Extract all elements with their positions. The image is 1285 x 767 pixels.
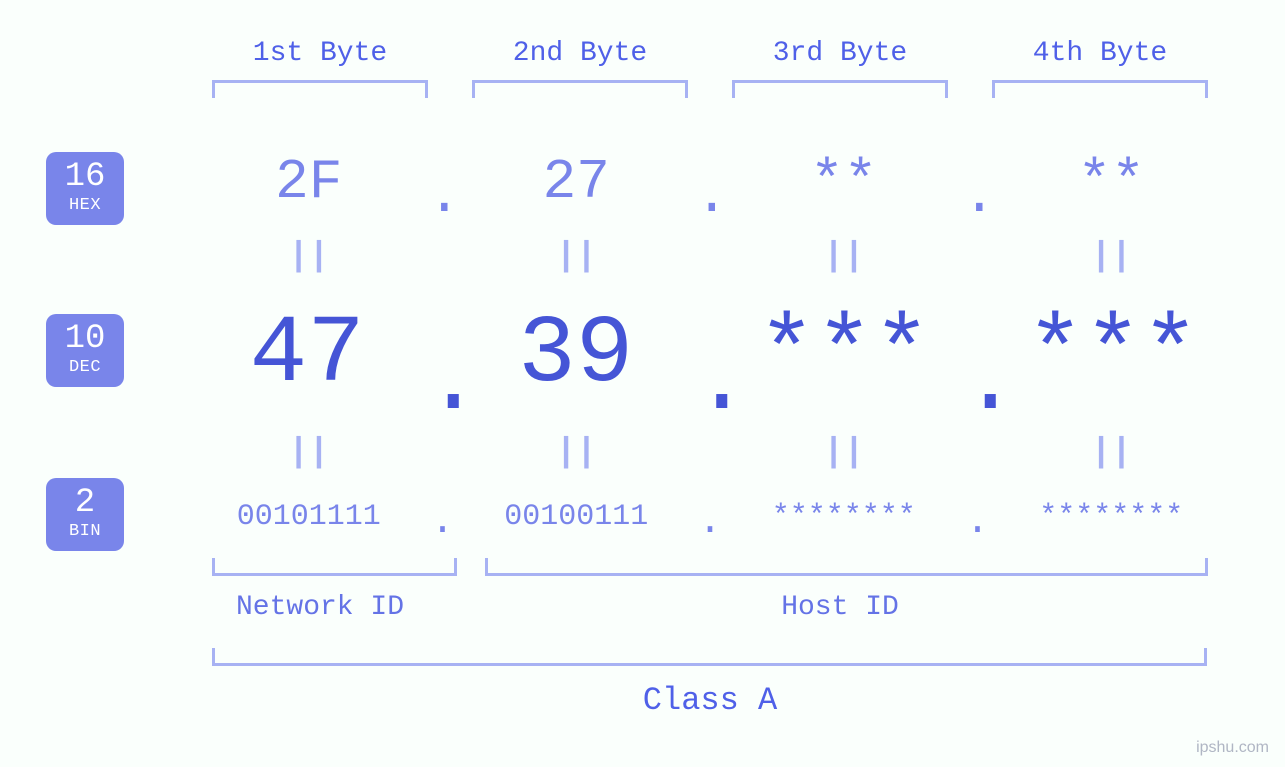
top-brackets xyxy=(190,80,1230,102)
base-badge-hex-name: HEX xyxy=(46,196,124,215)
dot-separator: . xyxy=(428,164,458,228)
hex-row: 2F . 27 . ** . ** xyxy=(190,150,1230,214)
equals-icon: || xyxy=(993,434,1231,472)
top-bracket-3 xyxy=(732,80,948,98)
dec-byte-1: 47 xyxy=(190,300,425,409)
base-badge-dec-name: DEC xyxy=(46,358,124,377)
base-badge-dec: 10 DEC xyxy=(46,314,124,387)
network-id-bracket xyxy=(212,558,457,576)
class-bracket xyxy=(212,648,1207,666)
byte-header-3: 3rd Byte xyxy=(710,38,970,69)
equals-icon: || xyxy=(190,238,428,276)
top-bracket-4 xyxy=(992,80,1208,98)
base-badge-bin-name: BIN xyxy=(46,522,124,541)
dot-separator: . xyxy=(963,500,993,545)
equals-icon: || xyxy=(725,434,963,472)
base-badge-hex: 16 HEX xyxy=(46,152,124,225)
byte-headers-row: 1st Byte 2nd Byte 3rd Byte 4th Byte xyxy=(190,38,1230,69)
byte-header-4: 4th Byte xyxy=(970,38,1230,69)
equals-icon: || xyxy=(190,434,428,472)
dot-separator: . xyxy=(693,328,727,437)
equals-icon: || xyxy=(458,238,696,276)
bin-row: 00101111 . 00100111 . ******** . *******… xyxy=(190,494,1230,539)
dot-separator: . xyxy=(425,328,459,437)
hex-byte-4: ** xyxy=(993,150,1231,214)
network-id-label: Network ID xyxy=(190,592,450,623)
equals-icon: || xyxy=(458,434,696,472)
equals-icon: || xyxy=(725,238,963,276)
net-host-brackets xyxy=(190,558,1230,580)
equals-row-2: || || || || xyxy=(190,434,1230,472)
class-label: Class A xyxy=(190,682,1230,719)
bin-byte-4: ******** xyxy=(993,500,1231,534)
byte-header-1: 1st Byte xyxy=(190,38,450,69)
base-badge-dec-num: 10 xyxy=(46,322,124,356)
equals-icon: || xyxy=(993,238,1231,276)
dec-row: 47 . 39 . *** . *** xyxy=(190,300,1230,409)
dot-separator: . xyxy=(695,500,725,545)
dec-byte-3: *** xyxy=(727,300,962,409)
dec-byte-4: *** xyxy=(996,300,1231,409)
top-bracket-1 xyxy=(212,80,428,98)
base-badge-bin: 2 BIN xyxy=(46,478,124,551)
base-badge-bin-num: 2 xyxy=(46,486,124,520)
dot-separator: . xyxy=(963,164,993,228)
net-host-labels: Network ID Host ID xyxy=(190,592,1230,623)
ip-diagram: 1st Byte 2nd Byte 3rd Byte 4th Byte 16 H… xyxy=(0,0,1285,767)
hex-byte-1: 2F xyxy=(190,150,428,214)
bin-byte-2: 00100111 xyxy=(458,500,696,534)
dot-separator: . xyxy=(428,500,458,545)
hex-byte-2: 27 xyxy=(458,150,696,214)
dec-byte-2: 39 xyxy=(459,300,694,409)
host-id-label: Host ID xyxy=(450,592,1230,623)
byte-header-2: 2nd Byte xyxy=(450,38,710,69)
dot-separator: . xyxy=(695,164,725,228)
top-bracket-2 xyxy=(472,80,688,98)
base-badge-hex-num: 16 xyxy=(46,160,124,194)
host-id-bracket xyxy=(485,558,1208,576)
hex-byte-3: ** xyxy=(725,150,963,214)
bin-byte-1: 00101111 xyxy=(190,500,428,534)
equals-row-1: || || || || xyxy=(190,238,1230,276)
watermark: ipshu.com xyxy=(1196,739,1269,757)
bin-byte-3: ******** xyxy=(725,500,963,534)
dot-separator: . xyxy=(962,328,996,437)
